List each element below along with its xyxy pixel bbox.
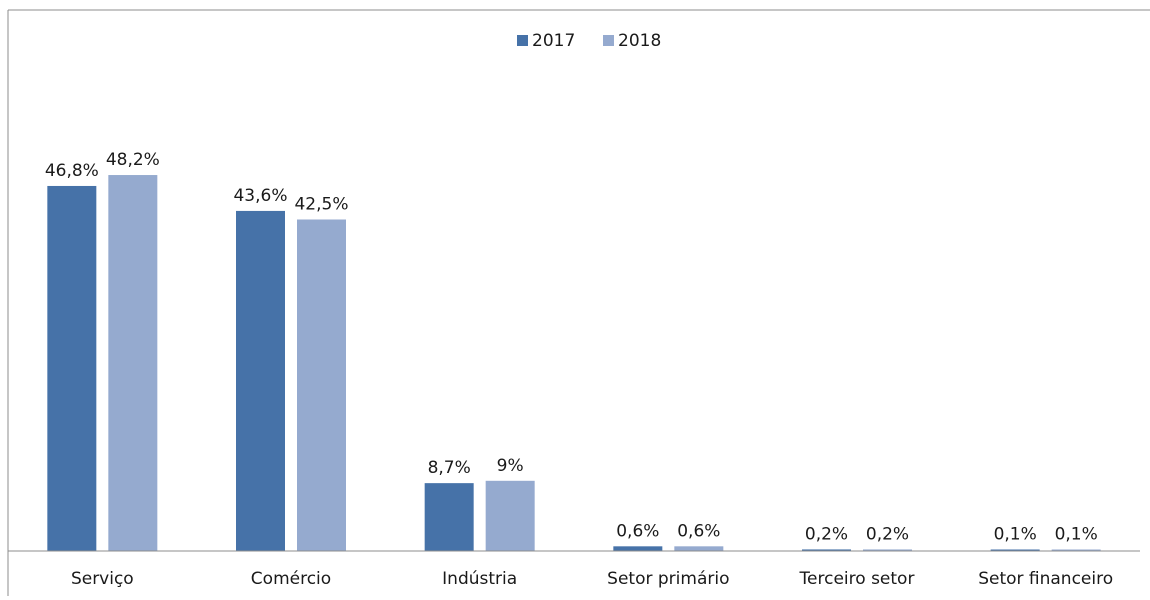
data-label-2018-6: 0,1% [1055,525,1098,545]
x-tick-label-6: Setor financeiro [978,569,1113,589]
data-label-2018-5: 0,2% [866,524,909,544]
data-label-2017-4: 0,6% [616,521,659,541]
x-tick-label-1: Serviço [71,569,134,589]
bar-2018-4 [674,546,724,551]
data-label-2018-2: 42,5% [294,195,348,215]
bars-group [47,175,1101,552]
x-tick-label-2: Comércio [251,569,331,589]
bar-2018-1 [108,175,158,552]
bar-2017-2 [236,210,285,552]
data-label-2017-5: 0,2% [805,524,848,544]
legend-swatch-2017 [517,35,528,46]
legend-label-2018: 2018 [618,31,661,51]
data-label-2017-2: 43,6% [233,186,287,206]
data-label-2017-6: 0,1% [994,525,1037,545]
x-tick-label-5: Terceiro setor [799,569,915,589]
bar-2017-4 [613,546,663,551]
bar-2018-5 [863,549,912,551]
data-label-2018-3: 9% [497,456,524,476]
data-labels-group: 46,8% 48,2% 43,6% 42,5% 8,7% 9% 0,6% 0,6% 0,2% 0,… [45,150,1098,544]
data-label-2017-1: 46,8% [45,161,99,181]
bar-2017-6 [990,549,1040,551]
x-tick-label-3: Indústria [442,569,517,589]
data-label-2018-1: 48,2% [106,150,160,170]
bar-2017-5 [802,549,851,551]
legend-label-2017: 2017 [532,31,575,51]
bar-2018-3 [485,480,535,551]
legend-swatch-2018 [603,35,614,46]
data-label-2017-3: 8,7% [428,458,471,478]
legend: 2017 2018 [517,31,661,51]
bar-2017-3 [424,483,474,551]
x-axis: Serviço Comércio Indústria Setor primário Te… [7,9,1150,596]
data-label-2018-4: 0,6% [677,521,720,541]
bar-2018-6 [1051,549,1101,551]
x-tick-label-4: Setor primário [607,569,729,589]
bar-2017-1 [47,185,97,551]
bar-2018-2 [297,219,346,551]
